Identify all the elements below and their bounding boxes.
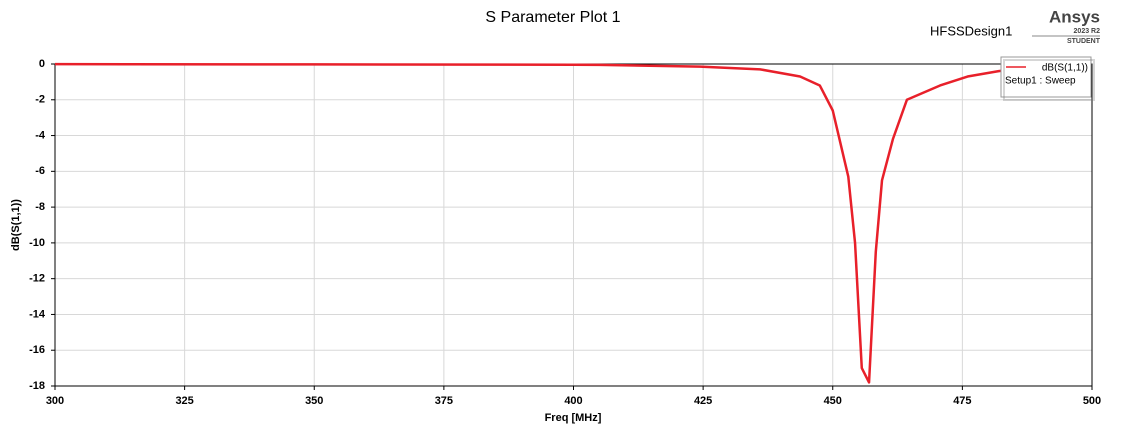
legend-shadow [1003, 59, 1095, 101]
design-name: HFSSDesign1 [930, 23, 1012, 38]
y-tick-label: -18 [29, 380, 45, 392]
y-tick-label: 0 [39, 58, 45, 70]
y-axis-label: dB(S(1,1)) [10, 199, 22, 251]
y-tick-label: -6 [35, 165, 45, 177]
chart-title: S Parameter Plot 1 [485, 9, 620, 26]
y-tick-label: -2 [35, 94, 45, 106]
x-tick-label: 500 [1083, 395, 1101, 407]
y-tick-label: -16 [29, 344, 45, 356]
y-tick-label: -8 [35, 201, 45, 213]
legend-entry: dB(S(1,1)) [1042, 63, 1088, 74]
logo-version: 2023 R2 [1074, 28, 1101, 35]
x-tick-label: 350 [305, 395, 323, 407]
x-tick-label: 450 [824, 395, 842, 407]
x-tick-label: 475 [953, 395, 971, 407]
y-tick-label: -4 [35, 129, 46, 141]
x-tick-label: 425 [694, 395, 712, 407]
y-tick-label: -10 [29, 237, 45, 249]
x-axis-label: Freq [MHz] [545, 412, 602, 424]
x-tick-label: 325 [175, 395, 193, 407]
x-tick-label: 400 [564, 395, 582, 407]
x-tick-label: 375 [435, 395, 453, 407]
series-line [54, 62, 1061, 384]
y-tick-label: -12 [29, 273, 45, 285]
legend-box [1000, 56, 1092, 98]
logo-edition: STUDENT [1067, 38, 1101, 45]
logo-brand: Ansys [1049, 7, 1100, 26]
legend-subtitle: Setup1 : Sweep [1005, 76, 1076, 87]
plot-layer [54, 62, 1061, 384]
x-tick-label: 300 [46, 395, 64, 407]
y-tick-label: -14 [29, 308, 46, 320]
